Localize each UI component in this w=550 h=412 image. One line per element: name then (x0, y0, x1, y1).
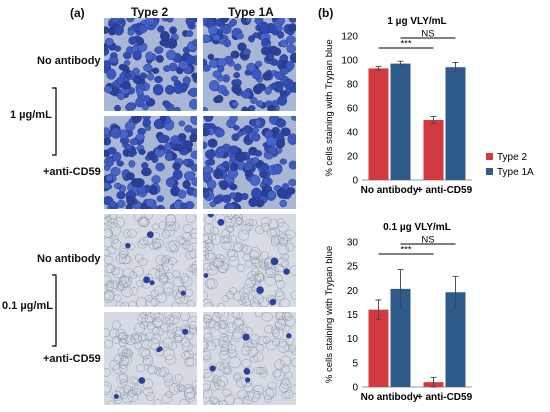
concentration-brackets (52, 87, 57, 347)
y-axis-label: % cells staining with Trypan blue (324, 39, 335, 176)
y-tick-label: 15 (347, 310, 359, 321)
micrograph-tile (203, 312, 296, 405)
row-label-anti-cd59-2: +anti-CD59 (43, 353, 101, 365)
y-tick-label: 10 (347, 334, 359, 345)
y-tick-label: 120 (341, 32, 358, 43)
legend-swatch (486, 168, 493, 175)
bar (445, 67, 466, 180)
error-bar (430, 115, 437, 125)
bar (423, 120, 444, 180)
concentration-label-1: 1 µg/mL (10, 109, 52, 121)
y-tick-label: 5 (352, 358, 358, 369)
chart-title: 1 µg VLY/mL (387, 16, 446, 27)
column-header-type2: Type 2 (131, 5, 169, 19)
y-tick-label: 20 (347, 286, 359, 297)
column-header-type1a: Type 1A (228, 5, 274, 19)
row-label-no-antibody-1: No antibody (37, 55, 101, 67)
micrograph-tile (203, 18, 296, 111)
micrograph-tile (104, 116, 197, 209)
y-tick-label: 40 (347, 128, 359, 139)
significance-label: *** (400, 39, 411, 50)
x-tick-label: No antibody (361, 392, 419, 403)
bar (390, 288, 411, 387)
significance-label: *** (400, 245, 411, 256)
y-tick-label: 100 (341, 56, 358, 67)
row-label-no-antibody-2: No antibody (37, 253, 101, 265)
micrograph-tile (104, 18, 197, 111)
bar (445, 292, 466, 387)
bar-chart-01ug: 0.1 µg VLY/mL % cells staining with Trypa… (324, 222, 473, 403)
error-bar (430, 376, 437, 388)
x-tick-label: + anti-CD59 (417, 392, 473, 403)
micrograph-tile (203, 116, 296, 209)
y-tick-label: 30 (347, 238, 359, 249)
significance-label: NS (421, 235, 434, 246)
bar (390, 63, 411, 180)
y-tick-label: 80 (347, 80, 359, 91)
panel-a-label: (a) (70, 6, 85, 20)
y-tick-label: 20 (347, 152, 359, 163)
error-bar (452, 61, 459, 73)
panel-b-label: (b) (318, 6, 334, 20)
error-bar (452, 275, 459, 309)
bar (368, 309, 389, 387)
chart-title: 0.1 µg VLY/mL (383, 222, 451, 233)
error-bar (375, 299, 382, 320)
legend-label: Type 2 (497, 152, 527, 163)
y-tick-label: 0 (352, 176, 358, 187)
y-axis-label: % cells staining with Trypan blue (324, 246, 335, 383)
x-tick-label: + anti-CD59 (417, 185, 473, 196)
bar-chart-1ug: 1 µg VLY/mL % cells staining with Trypan … (324, 16, 534, 196)
micrograph-tile (104, 214, 197, 307)
concentration-label-2: 0.1 µg/mL (2, 300, 53, 312)
legend-swatch (486, 153, 493, 160)
error-bar (375, 66, 382, 71)
legend-label: Type 1A (497, 167, 534, 178)
bar (368, 68, 389, 180)
error-bar (397, 269, 404, 309)
micrograph-tile (203, 214, 296, 307)
x-tick-label: No antibody (361, 185, 419, 196)
y-tick-label: 25 (347, 262, 359, 273)
error-bar (397, 60, 404, 67)
y-tick-label: 60 (347, 104, 359, 115)
micrograph-tile (104, 312, 197, 405)
significance-label: NS (421, 29, 434, 40)
y-tick-label: 0 (352, 383, 358, 394)
row-label-anti-cd59-1: +anti-CD59 (43, 166, 101, 178)
